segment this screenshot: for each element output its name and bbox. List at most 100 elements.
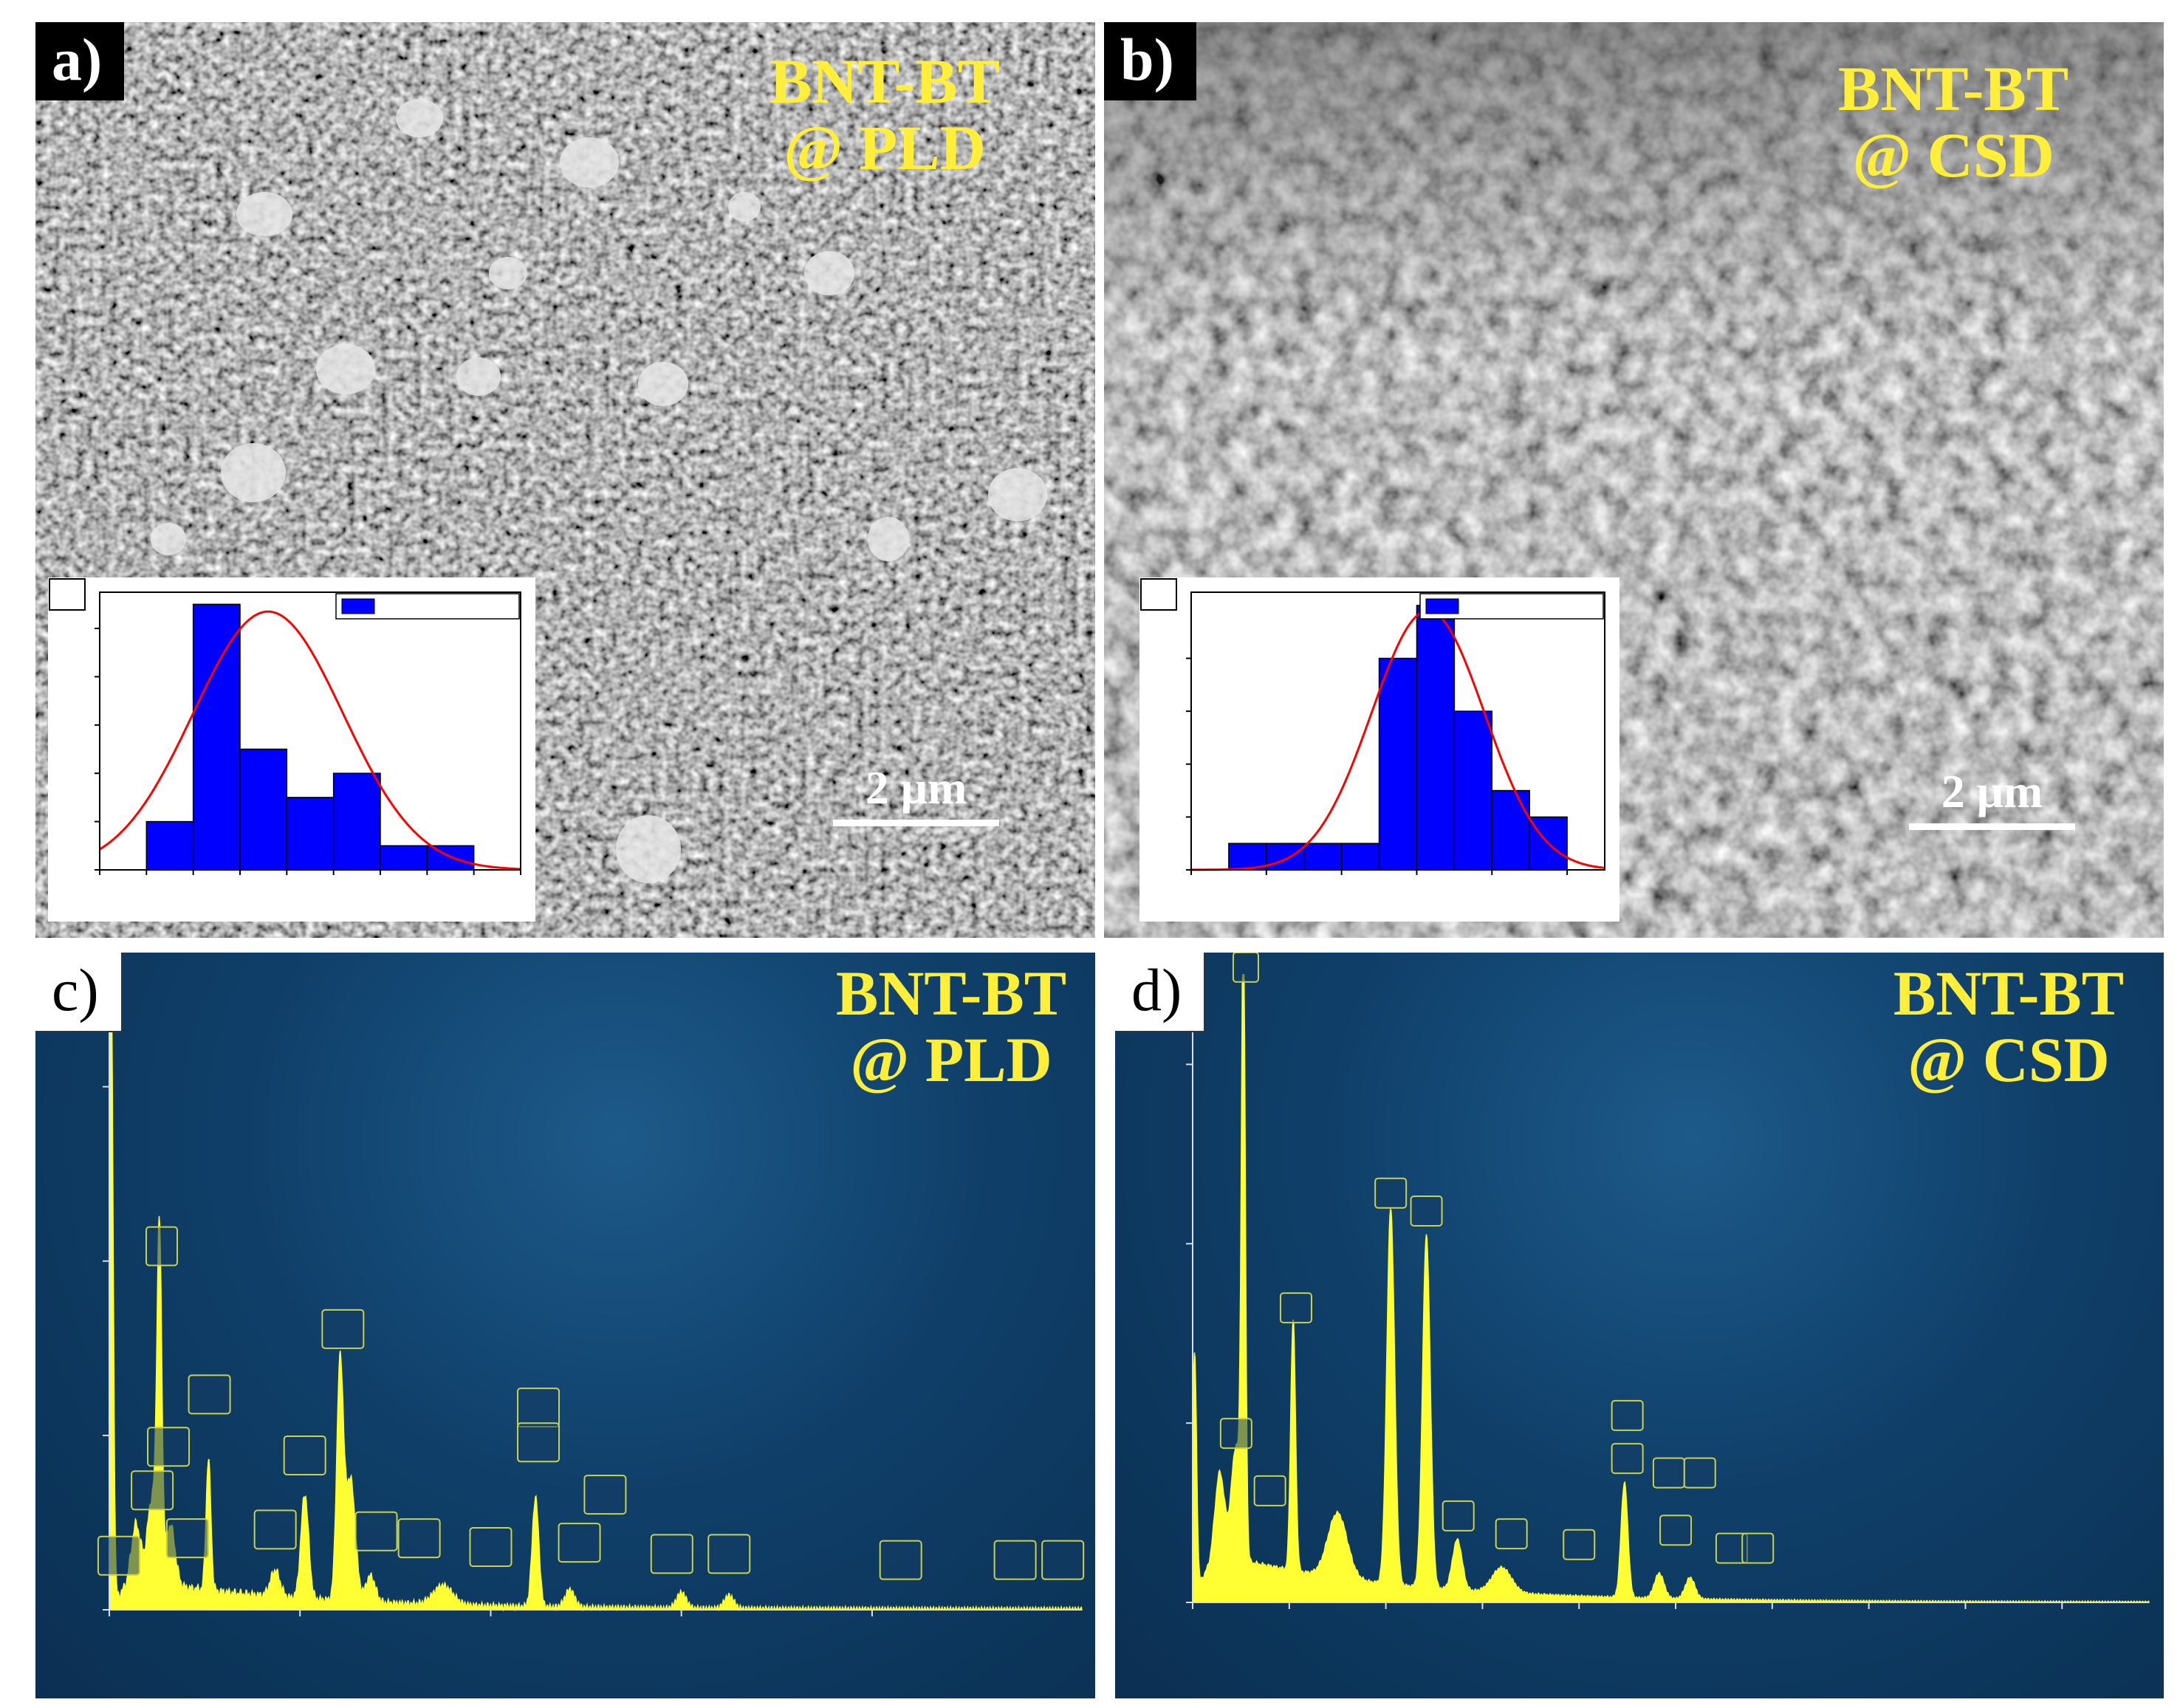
annotation-box xyxy=(97,1535,140,1576)
peak-annotation xyxy=(1495,1518,1528,1550)
annotation-box xyxy=(188,1374,231,1415)
panel-title-a-line2: @ PLD xyxy=(784,112,986,184)
annotation-box xyxy=(165,1518,209,1559)
annotation-box xyxy=(1683,1457,1716,1489)
annotation-box xyxy=(253,1509,297,1550)
annotation-box xyxy=(283,1436,326,1476)
panel-d-eds-spectrum: d) BNT-BT @ CSD xyxy=(1115,953,2164,1698)
peak-annotation xyxy=(558,1523,601,1563)
peak-annotation xyxy=(145,1226,179,1266)
histogram-bar xyxy=(286,797,335,871)
histogram-bar xyxy=(239,748,288,871)
inset-label-box xyxy=(49,578,86,611)
histogram-bar xyxy=(145,820,194,871)
peak-annotation xyxy=(879,1540,922,1580)
inset-histogram-f xyxy=(1139,577,1619,922)
gaussian-fit-line xyxy=(99,610,521,871)
annotation-box xyxy=(397,1518,441,1559)
peak-annotation xyxy=(517,1388,561,1428)
histogram-bar xyxy=(1303,843,1343,871)
histogram-bar xyxy=(1228,843,1267,871)
eds-spectrum-c-svg xyxy=(97,981,1085,1616)
panel-title-c: BNT-BT @ PLD xyxy=(811,960,1091,1094)
annotation-box xyxy=(1495,1518,1528,1550)
peak-annotation xyxy=(1611,1443,1644,1475)
panel-title-b-line1: BNT-BT xyxy=(1837,53,2069,124)
peak-annotation xyxy=(97,1535,140,1576)
peak-annotation xyxy=(283,1436,326,1476)
annotation-box xyxy=(517,1422,561,1463)
histogram-bar xyxy=(1340,843,1380,871)
plot-frame xyxy=(1190,591,1605,871)
panel-title-a: BNT-BT @ PLD xyxy=(737,48,1032,182)
annotation-box xyxy=(1410,1196,1443,1227)
peak-annotation xyxy=(354,1511,398,1551)
annotation-box xyxy=(1563,1529,1596,1560)
peak-annotation xyxy=(165,1518,209,1559)
peak-annotation xyxy=(1232,953,1259,983)
panel-title-c-line1: BNT-BT xyxy=(835,958,1067,1029)
peak-annotation xyxy=(1683,1457,1716,1489)
annotation-box xyxy=(1652,1457,1685,1489)
histogram-e-svg xyxy=(49,578,521,875)
annotation-box xyxy=(1232,953,1259,983)
annotation-box xyxy=(1279,1292,1312,1324)
annotation-box xyxy=(131,1470,174,1511)
histogram-bar xyxy=(1416,605,1456,871)
annotation-box xyxy=(558,1523,601,1563)
annotation-box xyxy=(469,1526,513,1567)
panel-title-d: BNT-BT @ CSD xyxy=(1854,960,2164,1094)
peak-annotation xyxy=(469,1526,513,1567)
panel-title-b-line2: @ CSD xyxy=(1852,120,2054,191)
annotation-box xyxy=(707,1534,751,1574)
peak-annotation xyxy=(147,1427,191,1467)
sem-texture-b xyxy=(1104,22,2164,938)
peak-annotation xyxy=(188,1374,231,1415)
histogram-bar xyxy=(1453,710,1493,871)
scale-bar-a-line xyxy=(833,820,999,826)
legend-swatch xyxy=(341,598,375,614)
gaussian-fit-line xyxy=(1191,609,1605,871)
annotation-box xyxy=(650,1534,693,1574)
peak-annotation xyxy=(1410,1196,1443,1227)
panel-title-d-line2: @ CSD xyxy=(1908,1024,2110,1096)
panel-label-c: c) xyxy=(35,953,123,1032)
annotation-box xyxy=(1741,1532,1775,1564)
histogram-bar xyxy=(380,845,428,871)
annotation-box xyxy=(1611,1399,1644,1431)
inset-histogram-e xyxy=(48,577,535,922)
histogram-bar xyxy=(192,603,241,871)
peak-annotation xyxy=(1611,1399,1644,1431)
peak-annotation xyxy=(517,1422,561,1463)
peak-annotation xyxy=(1279,1292,1312,1324)
peak-annotation xyxy=(1741,1532,1775,1564)
peak-annotation xyxy=(1652,1457,1685,1489)
annotation-box xyxy=(1374,1177,1408,1209)
scale-bar-b: 2 μm xyxy=(1909,764,2075,830)
panel-title-d-line1: BNT-BT xyxy=(1893,958,2125,1029)
scale-bar-a-label: 2 μm xyxy=(865,761,967,814)
histogram-bar xyxy=(1266,843,1305,871)
peak-annotation xyxy=(131,1470,174,1511)
legend-swatch xyxy=(1425,598,1459,614)
annotation-box xyxy=(993,1540,1037,1580)
annotation-box xyxy=(145,1226,179,1266)
scale-bar-a: 2 μm xyxy=(833,761,999,826)
peak-annotation xyxy=(321,1309,365,1349)
peak-annotation xyxy=(1253,1475,1286,1506)
panel-label-d: d) xyxy=(1115,953,1206,1032)
annotation-box xyxy=(583,1475,627,1515)
annotation-box xyxy=(354,1511,398,1551)
annotation-box xyxy=(517,1388,561,1428)
panel-b-sem-image: b) BNT-BT @ CSD 2 μm xyxy=(1104,22,2164,938)
peak-annotation xyxy=(1442,1500,1475,1532)
panel-c-eds-spectrum: c) BNT-BT @ PLD xyxy=(35,953,1095,1698)
peak-annotation xyxy=(583,1475,627,1515)
panel-label-a: a) xyxy=(35,22,125,100)
peak-annotation xyxy=(993,1540,1037,1580)
annotation-box xyxy=(321,1309,365,1349)
panel-title-c-line2: @ PLD xyxy=(850,1024,1052,1096)
panel-title-b: BNT-BT @ CSD xyxy=(1798,55,2108,189)
eds-spectrum-area xyxy=(1192,974,2150,1604)
peak-annotation xyxy=(650,1534,693,1574)
